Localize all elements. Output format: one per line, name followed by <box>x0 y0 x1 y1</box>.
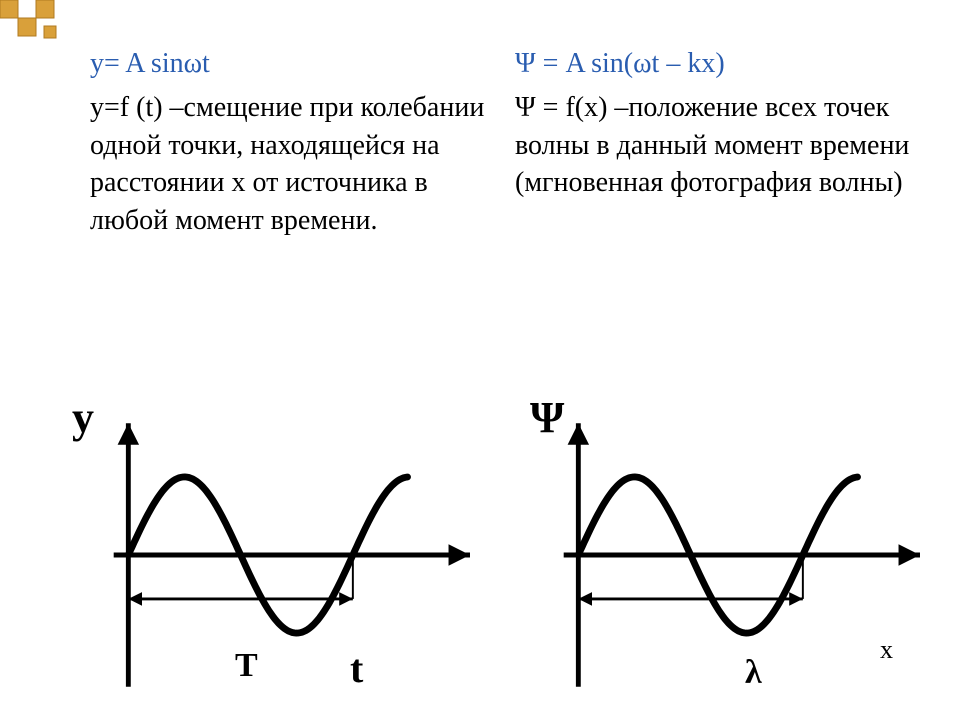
left-description: y=f (t) –смещение при колебании одной то… <box>90 89 495 240</box>
left-y-axis-label: y <box>72 392 94 443</box>
left-period-label: T <box>235 647 258 685</box>
left-graph: y t T <box>60 400 470 710</box>
graph-row: y t T Ψ x λ <box>60 400 920 710</box>
left-column: y= A sinωt y=f (t) –смещение при колебан… <box>90 45 495 240</box>
left-formula: y= A sinωt <box>90 45 495 83</box>
corner-decoration <box>0 0 80 50</box>
right-graph: Ψ x λ <box>510 400 920 710</box>
right-y-axis-label: Ψ <box>530 392 564 443</box>
text-columns: y= A sinωt y=f (t) –смещение при колебан… <box>90 45 920 240</box>
right-x-axis-label: x <box>880 635 893 665</box>
right-column: Ψ = A sin(ωt – kx) Ψ = f(x) –положение в… <box>515 45 920 240</box>
left-x-axis-label: t <box>350 645 363 692</box>
right-period-label: λ <box>745 654 762 692</box>
right-formula: Ψ = A sin(ωt – kx) <box>515 45 920 83</box>
right-description: Ψ = f(x) –положение всех точек волны в д… <box>515 89 920 202</box>
